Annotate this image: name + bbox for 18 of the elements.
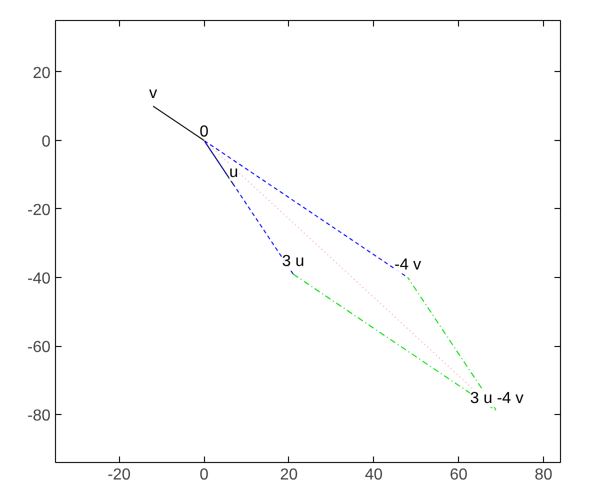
y-tick-label: 20 [32, 64, 51, 82]
y-tick-label: -40 [27, 270, 51, 288]
y-tick-label: 0 [42, 133, 51, 150]
y-tick-label: -60 [27, 339, 51, 356]
annotation: 3 u [282, 253, 304, 270]
annotation: 3 u -4 v [470, 390, 524, 408]
annotation: -4 v [394, 256, 422, 274]
annotation: 0 [200, 123, 209, 140]
annotation: v [149, 85, 158, 102]
y-tick-label: -20 [27, 202, 51, 219]
x-tick-label: 40 [364, 466, 383, 484]
annotation: u [229, 164, 238, 181]
x-tick-label: 20 [280, 466, 298, 484]
x-tick-label: 80 [534, 466, 553, 484]
x-tick-label: 0 [200, 466, 209, 484]
y-tick-label: -80 [27, 408, 51, 425]
x-tick-label: 60 [450, 466, 468, 484]
x-tick-label: -20 [108, 466, 131, 484]
